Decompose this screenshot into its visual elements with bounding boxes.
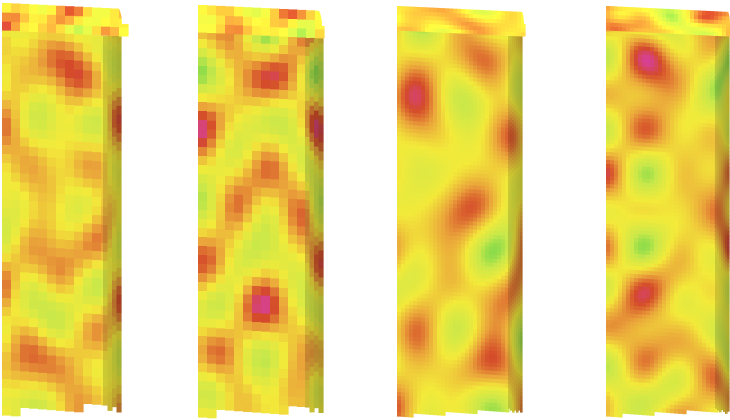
silhouette-mask	[302, 0, 332, 26]
rock-volume-3	[397, 0, 534, 418]
rock-volume-2	[198, 0, 332, 419]
silhouette-mask	[109, 0, 132, 24]
silhouette-mask	[511, 0, 534, 24]
rock-volume-4	[606, 0, 730, 418]
silhouette-mask	[717, 0, 730, 24]
rock-volume-1	[2, 0, 132, 417]
